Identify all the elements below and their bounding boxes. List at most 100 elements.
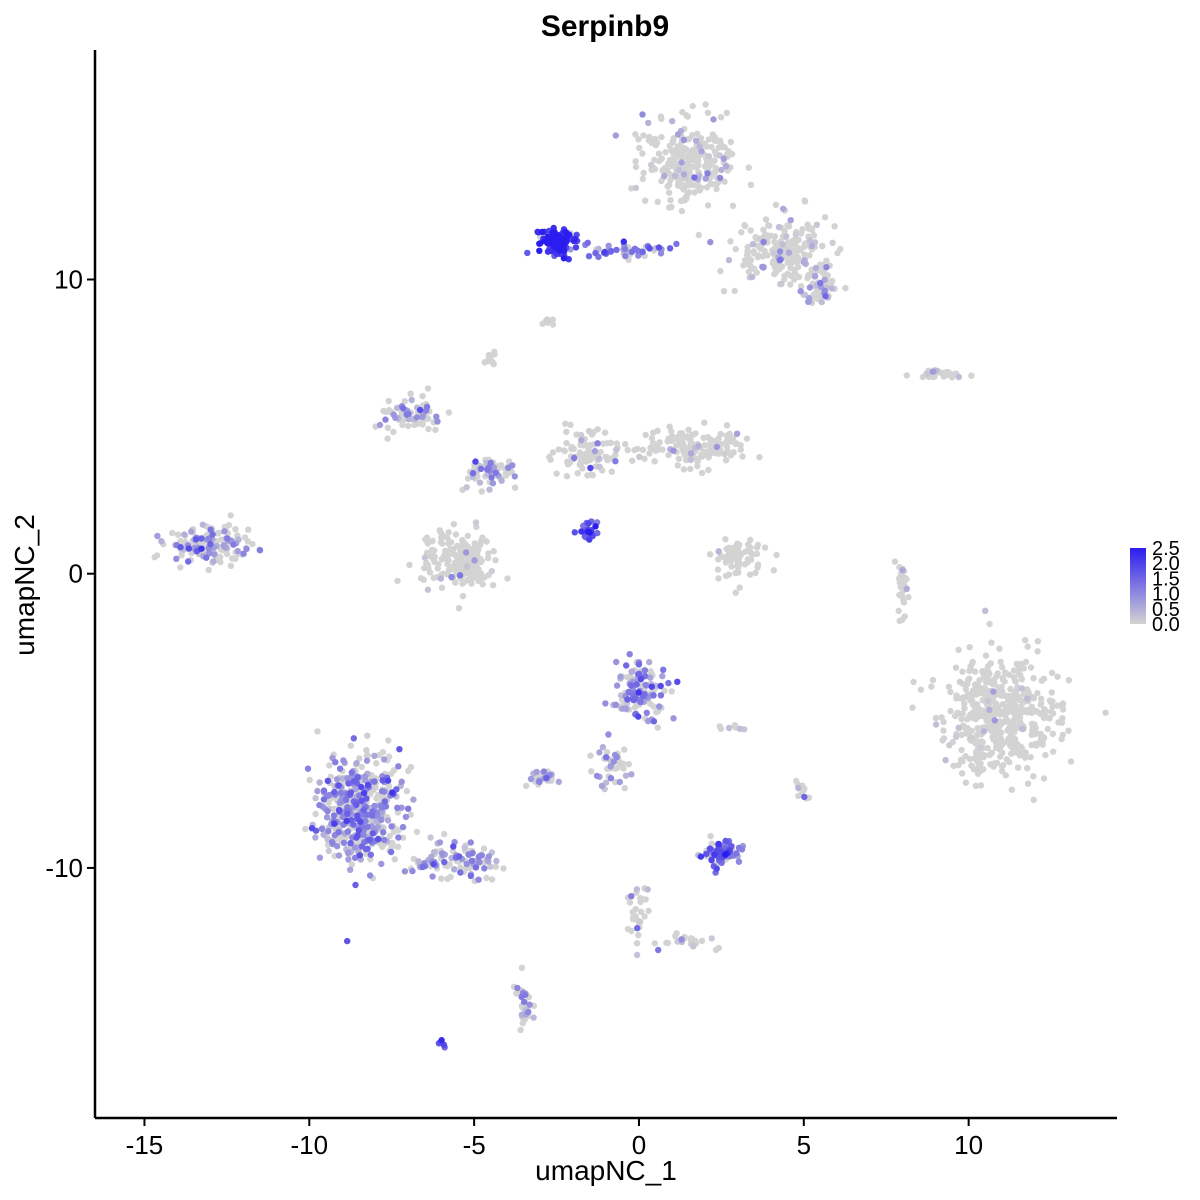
data-point bbox=[354, 812, 361, 819]
data-point bbox=[1016, 714, 1024, 721]
data-point bbox=[567, 421, 574, 428]
data-point bbox=[728, 563, 735, 570]
data-point bbox=[256, 547, 264, 554]
data-point bbox=[966, 667, 973, 674]
data-point bbox=[577, 459, 584, 466]
data-point bbox=[680, 171, 688, 178]
data-point bbox=[661, 172, 668, 180]
data-point bbox=[1046, 697, 1054, 704]
y-axis-title: umapNC_2 bbox=[9, 514, 40, 656]
data-point bbox=[308, 825, 316, 832]
data-point bbox=[511, 484, 519, 491]
data-point bbox=[339, 775, 346, 782]
data-point bbox=[1000, 676, 1007, 684]
data-point bbox=[823, 264, 830, 271]
data-point bbox=[648, 435, 656, 442]
data-point bbox=[701, 419, 708, 426]
data-point bbox=[787, 281, 794, 288]
data-point bbox=[560, 447, 568, 454]
y-tick-label: 10 bbox=[54, 264, 83, 294]
data-point bbox=[366, 836, 373, 843]
data-point bbox=[533, 768, 540, 776]
data-point bbox=[625, 688, 632, 696]
data-point bbox=[963, 724, 971, 732]
data-point bbox=[704, 434, 711, 441]
data-point bbox=[665, 679, 672, 687]
data-point bbox=[199, 540, 207, 548]
data-point bbox=[419, 863, 426, 871]
data-point bbox=[353, 760, 360, 767]
data-point bbox=[973, 756, 980, 763]
data-point bbox=[982, 678, 990, 685]
data-point bbox=[1027, 754, 1034, 761]
data-point bbox=[812, 264, 820, 272]
data-point bbox=[158, 538, 165, 545]
data-point bbox=[185, 558, 192, 565]
data-point bbox=[654, 198, 661, 205]
data-point bbox=[787, 264, 794, 271]
data-point bbox=[448, 539, 455, 546]
data-point bbox=[640, 132, 647, 139]
data-point bbox=[416, 406, 424, 414]
data-point bbox=[431, 558, 438, 565]
data-point bbox=[707, 238, 714, 246]
data-point bbox=[608, 468, 615, 475]
data-point bbox=[487, 863, 494, 870]
data-point bbox=[795, 784, 802, 791]
data-point bbox=[485, 352, 493, 359]
data-point bbox=[514, 984, 521, 992]
data-point bbox=[781, 272, 788, 279]
data-point bbox=[804, 274, 811, 282]
data-point bbox=[633, 681, 640, 688]
data-point bbox=[694, 130, 701, 137]
data-point bbox=[704, 202, 712, 209]
data-point bbox=[324, 777, 331, 785]
data-point bbox=[1065, 677, 1073, 684]
data-point bbox=[177, 537, 184, 545]
color-legend-label: 0.5 bbox=[1152, 599, 1180, 621]
data-point bbox=[984, 712, 991, 720]
data-point bbox=[750, 250, 757, 257]
data-point bbox=[360, 789, 368, 797]
data-point bbox=[723, 163, 730, 170]
data-point bbox=[669, 117, 676, 125]
data-point bbox=[585, 520, 592, 527]
data-point bbox=[367, 851, 374, 858]
data-point bbox=[312, 834, 319, 841]
data-point bbox=[394, 804, 401, 811]
data-point bbox=[995, 710, 1002, 717]
data-point bbox=[983, 690, 990, 698]
data-point bbox=[955, 710, 962, 717]
color-legend-label: 1.5 bbox=[1152, 568, 1180, 590]
data-point bbox=[795, 273, 803, 281]
data-point bbox=[722, 559, 730, 566]
data-point bbox=[692, 137, 700, 144]
data-point bbox=[955, 761, 962, 769]
data-point bbox=[651, 940, 658, 947]
data-point bbox=[456, 572, 464, 579]
data-point bbox=[471, 540, 478, 547]
data-point bbox=[1034, 690, 1041, 697]
data-point bbox=[630, 696, 637, 704]
data-point bbox=[489, 582, 497, 589]
data-point bbox=[473, 551, 481, 558]
data-point bbox=[1050, 748, 1057, 755]
data-point bbox=[386, 832, 393, 840]
data-point bbox=[403, 411, 410, 418]
data-point bbox=[451, 866, 458, 873]
data-point bbox=[1018, 685, 1026, 692]
data-point bbox=[401, 398, 408, 405]
data-point bbox=[617, 673, 624, 680]
data-point bbox=[683, 153, 690, 161]
data-point bbox=[736, 725, 744, 732]
data-point bbox=[490, 548, 497, 555]
data-point bbox=[712, 946, 720, 954]
data-point bbox=[351, 844, 359, 851]
data-point bbox=[668, 203, 675, 211]
data-point bbox=[316, 854, 324, 861]
data-point bbox=[794, 258, 801, 266]
data-point bbox=[744, 547, 751, 554]
data-point bbox=[621, 785, 628, 792]
data-point bbox=[232, 526, 239, 533]
data-point bbox=[715, 840, 722, 848]
